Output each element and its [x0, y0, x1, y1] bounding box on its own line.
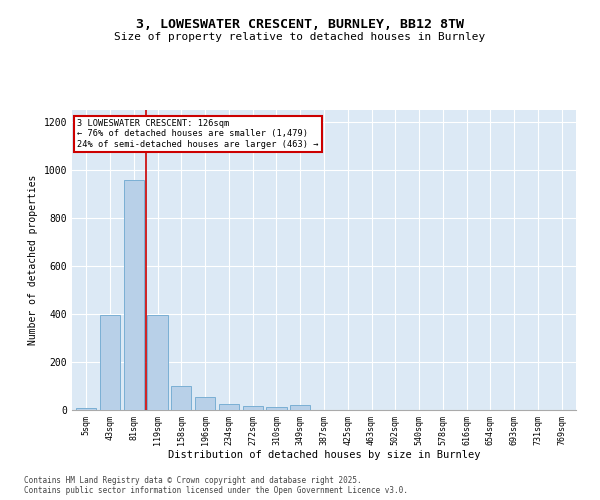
Bar [76, 408, 97, 410]
Text: Size of property relative to detached houses in Burnley: Size of property relative to detached ho… [115, 32, 485, 42]
Bar [100, 315, 120, 410]
Bar [171, 386, 191, 410]
Text: 3 LOWESWATER CRESCENT: 126sqm
← 76% of detached houses are smaller (1,479)
24% o: 3 LOWESWATER CRESCENT: 126sqm ← 76% of d… [77, 119, 319, 149]
Bar [242, 406, 263, 410]
Bar [124, 180, 144, 410]
Bar [195, 397, 215, 410]
Bar [266, 407, 287, 410]
Bar [290, 405, 310, 410]
Y-axis label: Number of detached properties: Number of detached properties [28, 175, 38, 345]
X-axis label: Distribution of detached houses by size in Burnley: Distribution of detached houses by size … [168, 450, 480, 460]
Bar [148, 315, 167, 410]
Text: Contains HM Land Registry data © Crown copyright and database right 2025.
Contai: Contains HM Land Registry data © Crown c… [24, 476, 408, 495]
Bar [219, 404, 239, 410]
Text: 3, LOWESWATER CRESCENT, BURNLEY, BB12 8TW: 3, LOWESWATER CRESCENT, BURNLEY, BB12 8T… [136, 18, 464, 30]
